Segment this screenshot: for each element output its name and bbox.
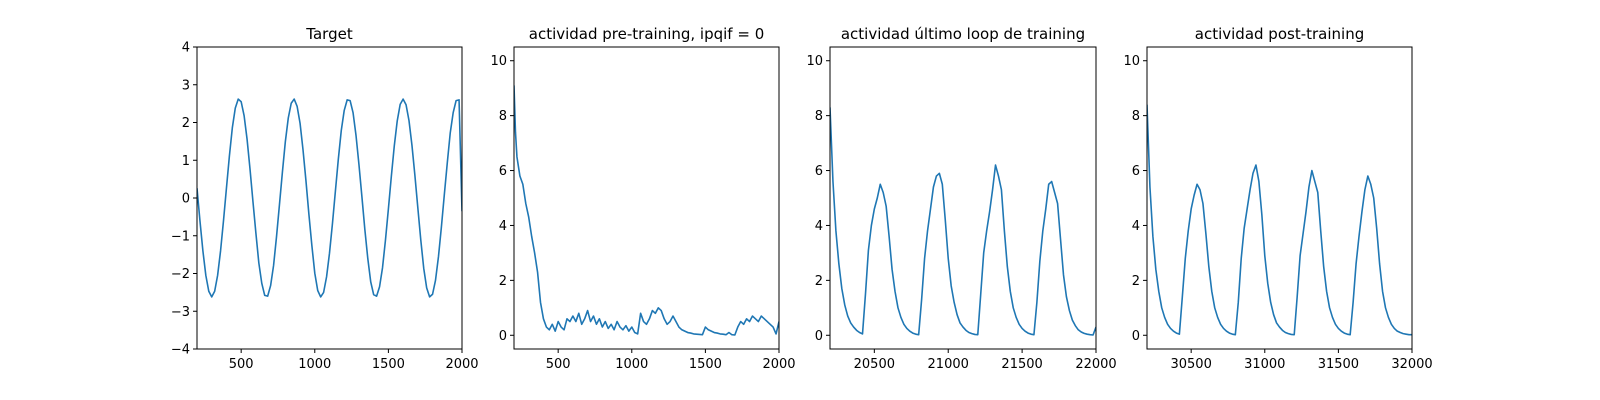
y-tick-label: 0 (1132, 329, 1140, 344)
x-tick-label: 2000 (445, 357, 478, 372)
x-tick-label: 30500 (1170, 357, 1211, 372)
x-tick-label: 22000 (1075, 357, 1116, 372)
series-line (197, 98, 462, 298)
y-tick-label: 4 (1132, 219, 1140, 234)
y-tick-label: 2 (1132, 274, 1140, 289)
x-tick-label: 21000 (928, 357, 969, 372)
subplot-2: 500 1000 1500 2000 0 2 4 6 8 10 actividad pre-trai… (490, 25, 795, 372)
y-tick-label: 6 (815, 164, 823, 179)
chart-title: actividad pre-training, ipqif = 0 (529, 25, 765, 43)
x-tick-label: 20500 (854, 357, 895, 372)
x-tick-label: 32000 (1391, 357, 1432, 372)
x-tick-label: 2000 (762, 357, 795, 372)
y-tick-label: 8 (1132, 109, 1140, 124)
y-tick-label: 2 (182, 116, 190, 131)
x-tick-label: 1000 (298, 357, 331, 372)
series-line (514, 85, 779, 336)
subplot-3: 20500 21000 21500 22000 0 2 4 6 8 10 actividad últ… (806, 25, 1116, 372)
y-tick-label: 2 (815, 274, 823, 289)
x-tick-label: 500 (229, 357, 254, 372)
x-tick-label: 21500 (1001, 357, 1042, 372)
chart-title: actividad último loop de training (841, 25, 1085, 43)
axes-frame (829, 46, 1097, 350)
chart-title: Target (305, 25, 353, 43)
y-tick-label: −4 (171, 343, 190, 358)
y-tick-label: 0 (815, 329, 823, 344)
y-tick-label: 6 (1132, 164, 1140, 179)
x-tick-label: 500 (546, 357, 571, 372)
x-tick-label: 1000 (615, 357, 648, 372)
y-tick-label: −2 (171, 267, 190, 282)
y-tick-label: 4 (499, 219, 507, 234)
y-tick-label: 10 (806, 54, 823, 69)
y-tick-label: 8 (499, 109, 507, 124)
subplot-1: 500 1000 1500 2000 −4 −3 −2 −1 0 1 2 3 4 Target (171, 25, 479, 372)
y-tick-label: 6 (499, 164, 507, 179)
y-tick-label: 4 (182, 41, 190, 56)
y-tick-label: 2 (499, 274, 507, 289)
x-tick-label: 31000 (1244, 357, 1285, 372)
y-tick-label: 8 (815, 109, 823, 124)
y-tick-label: −1 (171, 229, 190, 244)
y-tick-label: 0 (182, 192, 190, 207)
chart-title: actividad post-training (1195, 25, 1364, 43)
axes-frame (196, 46, 463, 350)
x-tick-label: 31500 (1318, 357, 1359, 372)
y-tick-label: 10 (490, 54, 507, 69)
y-tick-label: 10 (1123, 54, 1140, 69)
x-tick-label: 1500 (689, 357, 722, 372)
subplot-4: 30500 31000 31500 32000 0 2 4 6 8 10 actividad pos… (1123, 25, 1432, 372)
axes-frame (513, 46, 780, 350)
series-line (830, 107, 1096, 336)
y-tick-label: 0 (499, 329, 507, 344)
axes-frame (1146, 46, 1413, 350)
x-tick-label: 1500 (372, 357, 405, 372)
y-tick-label: −3 (171, 305, 190, 320)
series-line (1147, 104, 1412, 336)
y-tick-label: 4 (815, 219, 823, 234)
y-tick-label: 1 (182, 154, 190, 169)
y-tick-label: 3 (182, 78, 190, 93)
